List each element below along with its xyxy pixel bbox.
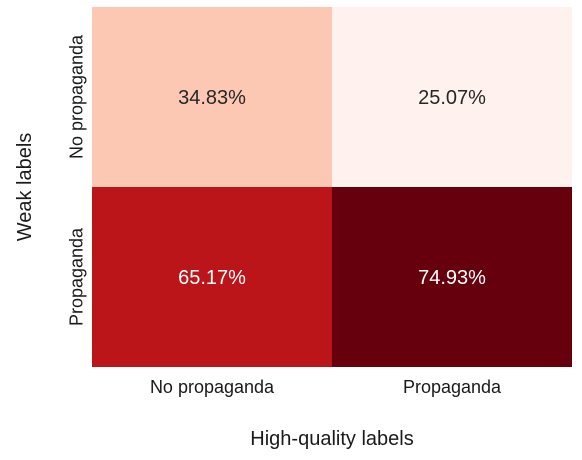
heatmap-cell-no-propaganda-x-propaganda xyxy=(332,7,572,187)
heatmap-cell-no-propaganda-x-no-propaganda xyxy=(92,7,332,187)
heatmap-cell-propaganda-x-propaganda xyxy=(332,187,572,367)
y-axis-title: Weak labels xyxy=(14,133,36,242)
heatmap-cell-labels: 34.83% 25.07% 65.17% 74.93% xyxy=(178,87,486,289)
cell-value-label: 65.17% xyxy=(178,267,246,289)
cell-value-label: 34.83% xyxy=(178,87,246,109)
x-axis-title: High-quality labels xyxy=(250,428,413,450)
y-tick-label-propaganda: Propaganda xyxy=(66,227,86,326)
cell-value-label: 25.07% xyxy=(418,87,486,109)
heatmap-cells xyxy=(92,7,572,367)
x-tick-label-no-propaganda: No propaganda xyxy=(150,377,275,397)
heatmap-cell-propaganda-x-no-propaganda xyxy=(92,187,332,367)
x-tick-label-propaganda: Propaganda xyxy=(403,377,502,397)
y-tick-label-no-propaganda: No propaganda xyxy=(66,34,86,159)
cell-value-label: 74.93% xyxy=(418,267,486,289)
